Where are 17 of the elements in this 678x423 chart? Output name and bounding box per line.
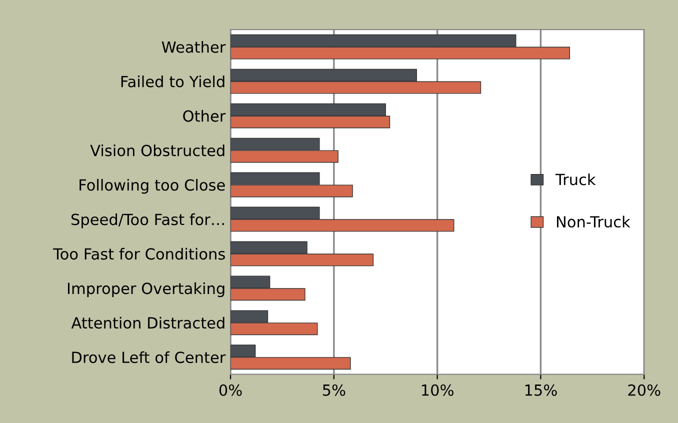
y-tick-label: Improper Overtaking xyxy=(68,282,224,298)
x-tick-label: 5% xyxy=(322,384,346,396)
y-tick-label: Vision Obstructed xyxy=(90,144,224,156)
y-tick-label: Failed to Yield xyxy=(121,76,224,88)
y-tick-label: Following too Close xyxy=(80,178,225,194)
y-tick-label: Other xyxy=(183,110,226,122)
x-tick-label: 15% xyxy=(525,384,557,396)
legend-label: Truck xyxy=(555,173,596,186)
y-tick-label: Too Fast for Conditions xyxy=(53,248,225,260)
y-tick-label: Attention Distracted xyxy=(71,316,224,329)
y-tick-label: Drove Left of Center xyxy=(72,351,226,364)
x-tick-label: 0% xyxy=(219,384,242,396)
x-tick-label: 10% xyxy=(422,384,454,396)
y-tick-label: Speed/Too Fast for… xyxy=(71,213,224,228)
legend-label: Non-Truck xyxy=(556,216,630,228)
x-tick-label: 20% xyxy=(628,384,660,396)
y-tick-label: Weather xyxy=(162,41,226,53)
